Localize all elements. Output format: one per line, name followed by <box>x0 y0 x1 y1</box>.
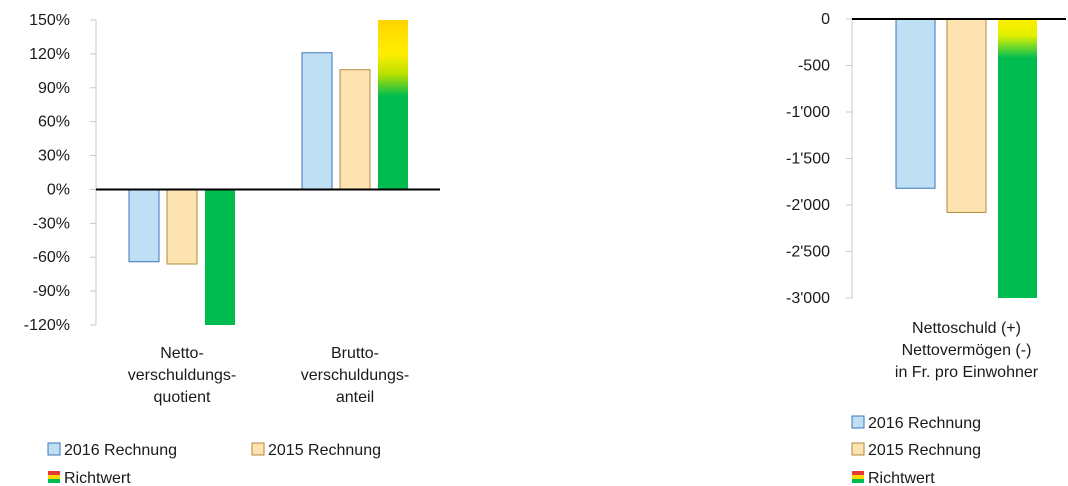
bar-richtwert <box>205 189 235 325</box>
bar-2016-rechnung <box>301 52 333 190</box>
bar-2015-rechnung <box>946 18 987 213</box>
y-tick-label: -1'500 <box>786 151 830 168</box>
y-tick-label: 120% <box>29 46 70 63</box>
x-category-label: anteil <box>336 389 374 406</box>
legend-swatch <box>851 442 865 456</box>
bar-2016-rechnung <box>128 188 160 263</box>
left-chart: 150% 120% 90% 60% 30% 0% -30% -60% -90% -120% Nett… <box>24 12 440 486</box>
bar-richtwert <box>998 19 1037 298</box>
y-tick-label: -90% <box>33 283 70 300</box>
bar-2016-rechnung <box>895 18 936 189</box>
x-category-label: Brutto- <box>331 345 379 362</box>
x-category-label: Nettovermögen (-) <box>902 342 1032 359</box>
legend-swatch <box>852 471 864 483</box>
legend-label: 2016 Rechnung <box>64 442 177 459</box>
x-category-label: Nettoschuld (+) <box>912 320 1021 337</box>
legend-swatch <box>47 442 61 456</box>
y-tick-label: -500 <box>798 58 830 75</box>
bar-2015-rechnung <box>166 188 198 265</box>
y-tick-label: -60% <box>33 249 70 266</box>
x-category-label: in Fr. pro Einwohner <box>895 364 1039 381</box>
y-tick-label: -1'000 <box>786 104 830 121</box>
legend-label: 2015 Rechnung <box>268 442 381 459</box>
bar-richtwert <box>378 20 408 190</box>
legend-label: Richtwert <box>64 470 131 486</box>
x-category-label: quotient <box>154 389 211 406</box>
right-chart: 0 -500 -1'000 -1'500 -2'000 -2'500 -3'000 Netto… <box>786 11 1066 486</box>
y-tick-label: -30% <box>33 215 70 232</box>
legend-swatch <box>48 471 60 483</box>
legend-swatch <box>251 442 265 456</box>
x-category-label: verschuldungs- <box>128 367 237 384</box>
y-tick-label: -2'500 <box>786 244 830 261</box>
legend-label: 2016 Rechnung <box>868 415 981 432</box>
x-category-label: Netto- <box>160 345 204 362</box>
y-tick-label: 30% <box>38 148 70 165</box>
y-tick-label: 90% <box>38 80 70 97</box>
legend-swatch <box>851 415 865 429</box>
y-tick-label: 0 <box>821 11 830 28</box>
y-tick-label: -3'000 <box>786 290 830 307</box>
y-tick-label: 0% <box>47 181 70 198</box>
bar-2015-rechnung <box>339 69 371 190</box>
y-tick-label: 150% <box>29 12 70 29</box>
y-tick-label: -120% <box>24 317 70 334</box>
x-category-label: verschuldungs- <box>301 367 410 384</box>
legend-label: 2015 Rechnung <box>868 442 981 459</box>
legend-label: Richtwert <box>868 470 935 486</box>
y-tick-label: 60% <box>38 114 70 131</box>
y-tick-label: -2'000 <box>786 197 830 214</box>
